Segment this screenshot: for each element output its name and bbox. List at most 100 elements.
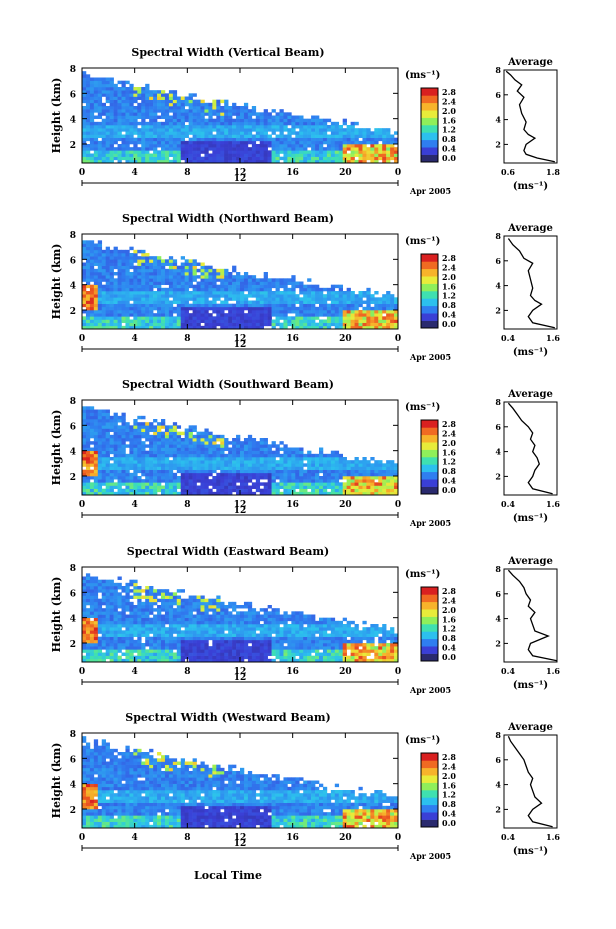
heatmap-cell xyxy=(105,598,110,603)
heatmap-cell xyxy=(342,476,347,480)
heatmap-cell xyxy=(208,316,213,320)
heatmap-cell xyxy=(196,479,201,483)
heatmap-cell xyxy=(232,457,237,461)
heatmap-cell xyxy=(82,144,87,148)
heatmap-cell xyxy=(161,316,166,320)
heatmap-cell xyxy=(180,278,185,282)
heatmap-cell xyxy=(283,457,288,461)
heatmap-cell xyxy=(283,310,288,314)
heatmap-cell xyxy=(188,431,193,436)
heatmap-cell xyxy=(168,306,174,311)
heatmap-cell xyxy=(137,153,142,157)
heatmap-cell xyxy=(109,450,114,455)
heatmap-cell xyxy=(200,482,205,486)
heatmap-cell xyxy=(275,488,280,493)
heatmap-cell xyxy=(378,300,383,304)
heatmap-cell xyxy=(299,118,304,123)
average-x-tick-label: 0.4 xyxy=(501,499,515,509)
heatmap-cell xyxy=(200,121,205,126)
heatmap-cell xyxy=(137,249,142,254)
heatmap-cell xyxy=(354,134,359,138)
heatmap-cell xyxy=(129,246,134,251)
heatmap-cell xyxy=(89,134,95,138)
heatmap-cell xyxy=(93,605,99,609)
heatmap-cell xyxy=(137,297,142,301)
heatmap-cell xyxy=(382,300,387,304)
heatmap-cell xyxy=(89,322,95,327)
heatmap-cell xyxy=(113,131,118,135)
heatmap-cell xyxy=(220,325,225,330)
heatmap-cell xyxy=(374,150,379,154)
heatmap-cell xyxy=(105,306,110,311)
heatmap-cell xyxy=(232,275,237,279)
heatmap-cell xyxy=(105,457,110,461)
heatmap-cell xyxy=(188,112,193,116)
heatmap-cell xyxy=(188,109,193,113)
heatmap-cell xyxy=(176,112,182,116)
heatmap-cell xyxy=(303,310,308,314)
day-label: 12 xyxy=(234,506,247,516)
heatmap-cell xyxy=(228,322,233,327)
heatmap-cell xyxy=(141,620,146,625)
heatmap-cell xyxy=(247,476,253,480)
heatmap-cell xyxy=(275,485,280,489)
heatmap-cell xyxy=(279,310,284,314)
heatmap-cell xyxy=(271,284,276,289)
heatmap-cell xyxy=(168,310,174,314)
heatmap-cell xyxy=(291,144,296,148)
heatmap-cell xyxy=(113,485,118,489)
heatmap-cell xyxy=(141,630,146,634)
y-tick-label: 2 xyxy=(70,141,76,151)
heatmap-cell xyxy=(105,121,110,126)
heatmap-cell xyxy=(161,472,166,477)
heatmap-cell xyxy=(145,491,150,496)
heatmap-cell xyxy=(240,313,245,317)
heatmap-cell xyxy=(322,306,328,311)
heatmap-cell xyxy=(85,121,91,126)
heatmap-cell xyxy=(243,275,249,279)
heatmap-cell xyxy=(307,453,312,458)
heatmap-cells xyxy=(82,240,399,330)
heatmap-cell xyxy=(374,322,379,327)
heatmap-cell xyxy=(184,96,189,100)
heatmap-cell xyxy=(168,256,174,260)
heatmap-cell xyxy=(394,156,399,161)
heatmap-cell xyxy=(89,627,95,631)
heatmap-cell xyxy=(168,300,174,304)
heatmap-cell xyxy=(101,646,106,650)
heatmap-cell xyxy=(149,156,154,161)
heatmap-cell xyxy=(85,582,91,587)
heatmap-cell xyxy=(133,150,138,154)
heatmap-cell xyxy=(378,150,383,154)
heatmap-cell xyxy=(263,109,268,113)
heatmap-cell xyxy=(220,147,225,151)
heatmap-cell xyxy=(172,438,178,442)
heatmap-cell xyxy=(263,450,268,455)
heatmap-cell xyxy=(97,643,103,647)
heatmap-cell xyxy=(157,156,162,161)
heatmap-cell xyxy=(236,325,241,330)
heatmap-cell xyxy=(105,463,110,467)
heatmap-cell xyxy=(382,156,387,161)
heatmap-cell xyxy=(251,316,257,320)
heatmap-cell xyxy=(386,485,391,489)
heatmap-cell xyxy=(129,287,134,292)
heatmap-cell xyxy=(125,268,130,273)
heatmap-cell xyxy=(85,469,91,474)
heatmap-cell xyxy=(109,649,114,653)
heatmap-cell xyxy=(101,256,106,260)
heatmap-cell xyxy=(121,325,126,330)
heatmap-cell xyxy=(117,438,122,442)
heatmap-cell xyxy=(141,275,146,279)
heatmap-cell xyxy=(350,482,355,486)
heatmap-cell xyxy=(216,99,221,104)
heatmap-cell xyxy=(236,109,241,113)
heatmap-cell xyxy=(224,281,229,285)
heatmap-cell xyxy=(109,646,114,650)
heatmap-cell xyxy=(291,125,296,129)
heatmap-cell xyxy=(378,153,383,157)
heatmap-cell xyxy=(263,457,268,461)
heatmap-cell xyxy=(145,294,150,298)
heatmap-cell xyxy=(232,450,237,455)
colorbar-swatch xyxy=(421,268,438,277)
